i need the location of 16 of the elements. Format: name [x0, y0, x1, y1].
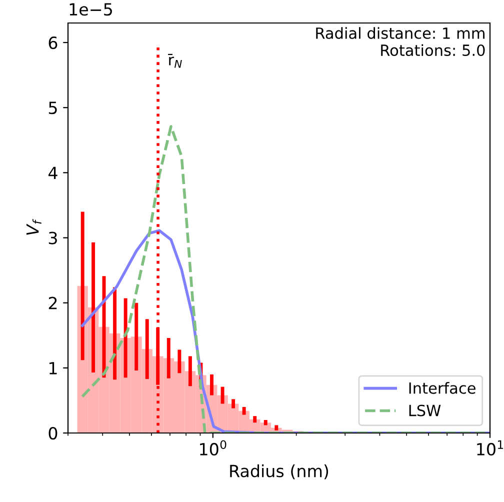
annotation: Radial distance: 1 mm Rotations: 5.0 [316, 27, 485, 56]
y-tick-label: 1 [50, 362, 57, 374]
annotation: r̄$_{N}$ [168, 54, 182, 68]
x-tick-label: 10$^{0}$ [200, 440, 226, 456]
y-tick-label: 4 [48, 166, 58, 180]
x-tick-label: 10$^{1}$ [477, 440, 504, 456]
legend-label: Interface [409, 382, 476, 394]
y-tick-label: 2 [48, 296, 57, 310]
legend-label: LSW [409, 404, 441, 416]
text: 1e−5 [70, 3, 112, 16]
y-axis-title: V$_{f}$ [26, 218, 42, 235]
y-tick-label: 6 [48, 36, 58, 50]
y-tick-label: 5 [48, 102, 57, 114]
y-tick-label: 3 [48, 232, 57, 244]
x-axis-title: Radius (nm) [230, 464, 328, 480]
y-tick-label: 0 [48, 426, 58, 440]
